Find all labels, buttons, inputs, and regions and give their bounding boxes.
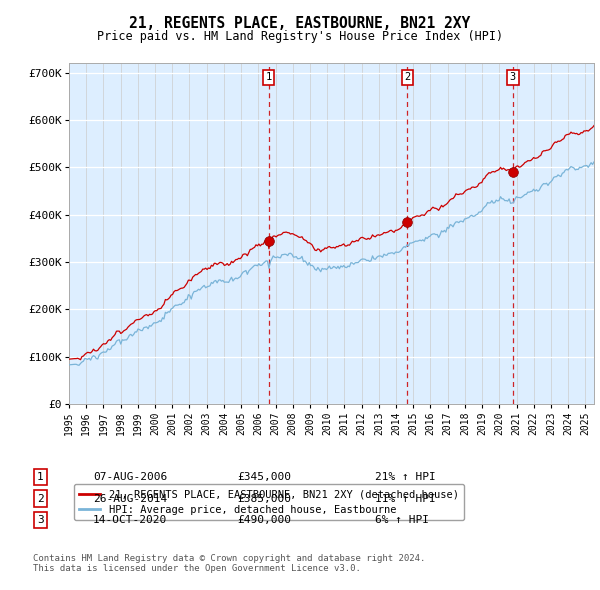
- Text: 3: 3: [37, 516, 44, 525]
- Legend: 21, REGENTS PLACE, EASTBOURNE, BN21 2XY (detached house), HPI: Average price, de: 21, REGENTS PLACE, EASTBOURNE, BN21 2XY …: [74, 484, 464, 520]
- Text: 2: 2: [37, 494, 44, 503]
- Text: £345,000: £345,000: [237, 472, 291, 481]
- Text: Price paid vs. HM Land Registry's House Price Index (HPI): Price paid vs. HM Land Registry's House …: [97, 30, 503, 43]
- Text: 1: 1: [266, 73, 272, 83]
- Text: 07-AUG-2006: 07-AUG-2006: [93, 472, 167, 481]
- Text: 1: 1: [37, 472, 44, 481]
- Text: 21, REGENTS PLACE, EASTBOURNE, BN21 2XY: 21, REGENTS PLACE, EASTBOURNE, BN21 2XY: [130, 16, 470, 31]
- Text: £490,000: £490,000: [237, 516, 291, 525]
- Text: 2: 2: [404, 73, 410, 83]
- Text: 3: 3: [510, 73, 516, 83]
- Text: Contains HM Land Registry data © Crown copyright and database right 2024.
This d: Contains HM Land Registry data © Crown c…: [33, 554, 425, 573]
- Text: £385,000: £385,000: [237, 494, 291, 503]
- Text: 21% ↑ HPI: 21% ↑ HPI: [375, 472, 436, 481]
- Text: 11% ↑ HPI: 11% ↑ HPI: [375, 494, 436, 503]
- Text: 26-AUG-2014: 26-AUG-2014: [93, 494, 167, 503]
- Text: 6% ↑ HPI: 6% ↑ HPI: [375, 516, 429, 525]
- Text: 14-OCT-2020: 14-OCT-2020: [93, 516, 167, 525]
